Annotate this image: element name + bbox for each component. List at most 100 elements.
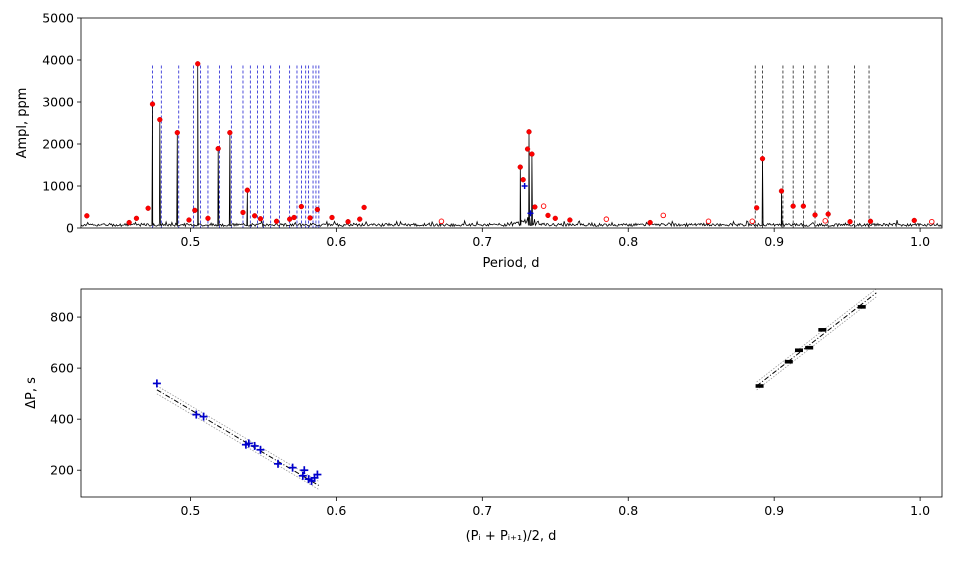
bottom-y-ticks: 200 400 600 800 (50, 310, 81, 478)
detected-frequency-dot (240, 209, 246, 216)
detected-frequency-dot (126, 219, 132, 226)
detected-frequency-dot (314, 206, 321, 213)
detected-frequency-dot (754, 205, 760, 211)
detected-frequency-dot (298, 203, 305, 210)
detected-frequency-dot (133, 215, 140, 221)
detected-frequency-dot (790, 203, 796, 209)
y-tick-label: 3000 (42, 95, 74, 110)
y-tick-label: 2000 (42, 137, 74, 152)
detected-frequency-dot (157, 116, 163, 123)
x-tick-label: 0.8 (618, 234, 638, 249)
detected-frequency-dot (145, 205, 151, 211)
candidate-frequency-circle (929, 218, 935, 225)
detected-frequency-dot (345, 219, 351, 225)
fit-line (156, 389, 320, 486)
x-tick-label: 0.7 (472, 503, 492, 518)
x-tick-label: 0.7 (472, 234, 492, 249)
top-x-axis-label: Period, d (482, 256, 539, 271)
y-tick-label: 800 (50, 310, 74, 325)
x-tick-label: 0.9 (764, 234, 784, 249)
y-tick-label: 1000 (42, 179, 74, 194)
period-spacing-bar (784, 359, 793, 364)
detected-frequency-dot (195, 61, 201, 67)
x-tick-label: 1.0 (910, 503, 930, 518)
period-spacing-bar (794, 348, 803, 353)
x-tick-label: 0.5 (181, 234, 201, 249)
detected-frequency-dot (759, 156, 766, 162)
y-tick-label: 5000 (42, 11, 74, 26)
detected-frequency-dot (911, 217, 917, 224)
y-tick-label: 0 (66, 221, 74, 236)
detected-frequency-dot (529, 151, 535, 157)
x-tick-label: 0.6 (326, 503, 346, 518)
bottom-y-axis-label: ΔP, s (24, 377, 39, 409)
x-tick-label: 0.8 (618, 503, 638, 518)
detected-frequency-dot (520, 177, 526, 183)
detected-frequency-dot (532, 204, 538, 210)
detected-frequency-dot (273, 218, 280, 224)
detected-frequency-dot (847, 219, 853, 225)
y-tick-label: 200 (50, 463, 74, 478)
x-tick-label: 0.5 (181, 503, 201, 518)
detected-frequency-dot (291, 214, 297, 221)
period-spacing-bar (755, 384, 764, 388)
detected-frequency-dot (252, 213, 258, 219)
bottom-axes-frame (80, 288, 943, 498)
period-spacing-bar (805, 345, 814, 350)
detected-frequency-dot (205, 215, 211, 221)
period-spacing-bar (857, 305, 866, 309)
detected-frequency-dot (357, 216, 363, 222)
candidate-frequency-circle (749, 218, 756, 225)
y-tick-label: 600 (50, 361, 74, 376)
detected-frequency-dot (517, 164, 523, 170)
detected-frequency-dot (227, 130, 233, 136)
bottom-x-axis-label: (Pᵢ + Pᵢ₊₁)/2, d (466, 529, 557, 544)
fit-confidence-line (156, 393, 320, 490)
detected-frequency-dot (84, 213, 90, 219)
detected-frequency-dot (647, 219, 653, 226)
top-x-ticks: 0.5 0.6 0.7 0.8 0.9 1.0 (181, 228, 930, 249)
detected-frequency-dot (361, 204, 367, 211)
candidate-frequency-circle (540, 203, 547, 209)
detected-frequency-dot (526, 129, 532, 135)
detected-frequency-dot (257, 216, 264, 222)
detected-frequency-dot (800, 203, 807, 209)
detected-frequency-dot (329, 214, 335, 221)
detected-frequency-dot (149, 101, 156, 107)
top-y-axis-label: Ampl, ppm (15, 88, 30, 159)
periodogram-trace (80, 63, 943, 228)
detected-frequency-dot (552, 215, 558, 221)
candidate-frequency-circle (660, 212, 667, 219)
top-axes-frame (80, 17, 943, 229)
x-tick-label: 0.9 (764, 503, 784, 518)
candidate-frequency-circle (603, 216, 610, 222)
detected-frequency-dot (186, 217, 192, 223)
detected-frequency-dot (524, 146, 531, 152)
detected-frequency-dot (825, 211, 831, 217)
y-tick-label: 400 (50, 412, 74, 427)
candidate-frequency-circle (705, 218, 712, 225)
detected-frequency-dot (867, 218, 874, 224)
detected-frequency-dot (287, 216, 293, 222)
y-tick-label: 4000 (42, 53, 74, 68)
detected-frequency-dot (567, 217, 573, 223)
detected-frequency-dot (215, 145, 221, 152)
candidate-frequency-circle (438, 218, 445, 225)
detected-frequency-dot (545, 212, 551, 219)
detected-frequency-dot (192, 207, 198, 214)
detected-frequency-dot (244, 187, 251, 193)
detected-frequency-dot (174, 130, 180, 136)
bottom-plot-area (152, 288, 877, 490)
x-tick-label: 1.0 (910, 234, 930, 249)
detected-frequency-dot (778, 188, 785, 194)
fit-confidence-line (756, 296, 877, 391)
candidate-frequency-circle (822, 218, 829, 224)
top-plot-area (80, 61, 943, 228)
period-spacing-bar (818, 328, 827, 332)
detected-frequency-dot (812, 212, 818, 218)
x-tick-label: 0.6 (326, 234, 346, 249)
top-panel: 0.5 0.6 0.7 0.8 0.9 1.0 0 1000 2000 3000 4000 5000… (15, 11, 943, 271)
bottom-x-ticks: 0.5 0.6 0.7 0.8 0.9 1.0 (181, 497, 930, 518)
fit-confidence-line (756, 288, 877, 383)
